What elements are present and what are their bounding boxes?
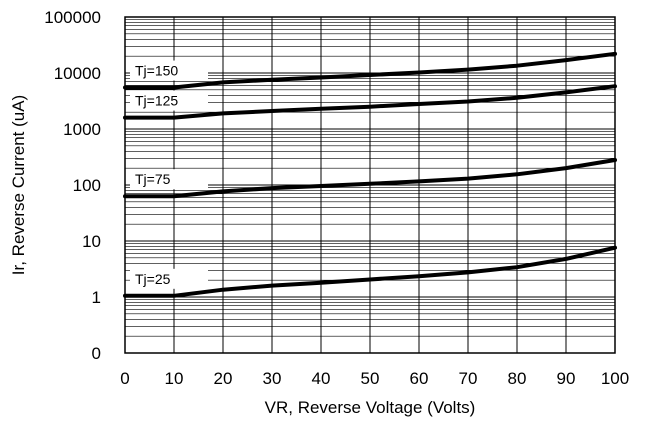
x-axis-title: VR, Reverse Voltage (Volts)	[265, 398, 476, 417]
x-tick-label: 0	[120, 369, 129, 388]
y-tick-label: 10000	[54, 64, 101, 83]
series-label: Tj=75	[135, 171, 171, 187]
x-tick-label: 90	[557, 369, 576, 388]
series-line-0	[123, 51, 617, 90]
series-label-background	[130, 268, 208, 289]
x-tick-label: 50	[361, 369, 380, 388]
series-line-1	[123, 84, 617, 120]
y-tick-label: 10	[82, 232, 101, 251]
x-tick-label: 20	[214, 369, 233, 388]
x-tick-label: 80	[508, 369, 527, 388]
y-axis-tick-labels: 0 1 10 100 1000 10000 100000	[44, 8, 101, 363]
y-tick-label: 100000	[44, 8, 101, 27]
x-tick-label: 60	[410, 369, 429, 388]
series-lines	[123, 51, 617, 298]
series-line-3	[123, 245, 617, 298]
series-line-2	[123, 158, 617, 199]
x-tick-label: 30	[263, 369, 282, 388]
series-label: Tj=150	[135, 63, 178, 79]
series-label-background	[130, 60, 208, 81]
plot-frame	[124, 16, 616, 354]
x-tick-label: 100	[601, 369, 629, 388]
x-tick-label: 10	[165, 369, 184, 388]
x-axis-tick-labels: 0 10 20 30 40 50 60 70 80 90 100	[120, 369, 629, 388]
y-tick-label: 1000	[63, 120, 101, 139]
series-label-background	[130, 169, 208, 190]
x-tick-label: 40	[312, 369, 331, 388]
series-labels: Tj=150 Tj=125 Tj=75 Tj=25	[130, 60, 208, 289]
series-label: Tj=25	[135, 271, 171, 287]
series-label: Tj=125	[135, 93, 178, 109]
y-tick-label: 0	[92, 344, 101, 363]
y-tick-label: 1	[92, 288, 101, 307]
x-tick-label: 70	[459, 369, 478, 388]
grid	[125, 17, 615, 353]
series-label-background	[130, 90, 208, 111]
y-axis-title: Ir, Reverse Current (uA)	[9, 95, 28, 275]
y-tick-label: 100	[73, 176, 101, 195]
